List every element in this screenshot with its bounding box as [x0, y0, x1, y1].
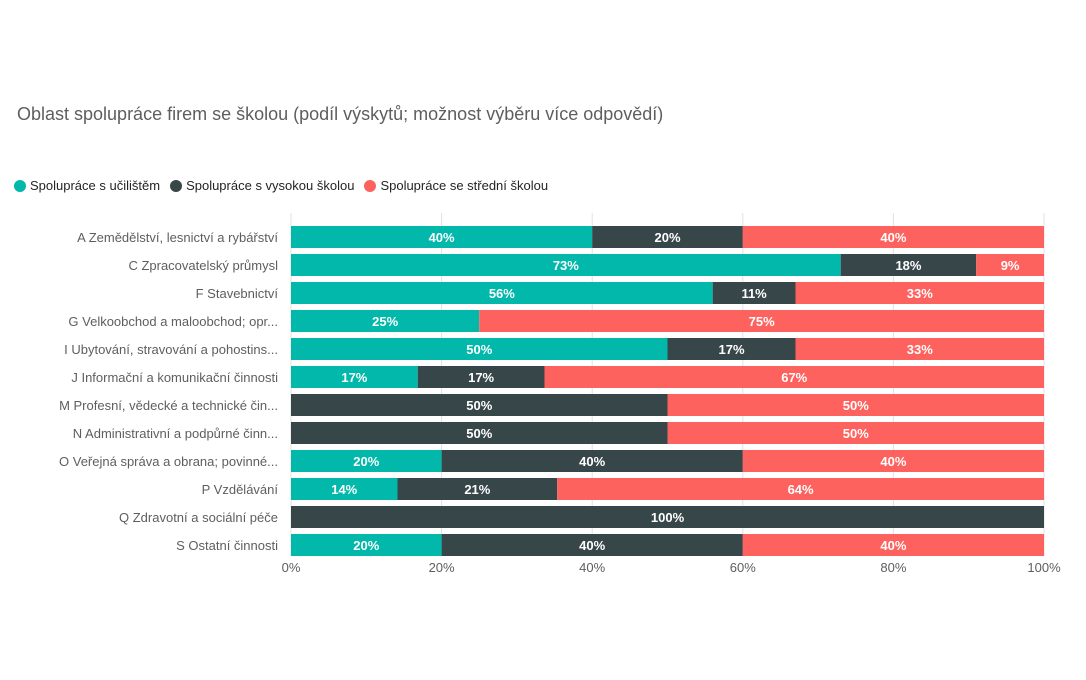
bar-segment[interactable]	[742, 450, 1044, 472]
category-label: A Zemědělství, lesnictví a rybářství	[77, 230, 278, 245]
data-label: 50%	[466, 426, 492, 441]
category-label: S Ostatní činnosti	[176, 538, 278, 553]
category-label: J Informační a komunikační činnosti	[71, 370, 278, 385]
data-label: 64%	[788, 482, 814, 497]
data-label: 40%	[429, 230, 455, 245]
data-label: 25%	[372, 314, 398, 329]
x-tick-label: 100%	[1027, 560, 1061, 575]
data-label: 40%	[579, 538, 605, 553]
data-label: 33%	[907, 342, 933, 357]
bar-segment[interactable]	[742, 226, 1044, 248]
bar-segment[interactable]	[544, 366, 1044, 388]
bar-segment[interactable]	[795, 338, 1044, 360]
bar-segment[interactable]	[742, 534, 1044, 556]
data-label: 56%	[489, 286, 515, 301]
category-label: M Profesní, vědecké a technické čin...	[59, 398, 278, 413]
bar-segment[interactable]	[291, 226, 593, 248]
legend-label: Spolupráce s vysokou školou	[186, 178, 355, 193]
data-label: 9%	[1001, 258, 1020, 273]
bar-segment[interactable]	[976, 254, 1044, 276]
legend-dot-icon	[364, 179, 377, 192]
data-label: 14%	[331, 482, 357, 497]
data-label: 50%	[843, 398, 869, 413]
x-tick-label: 40%	[579, 560, 605, 575]
data-label: 40%	[880, 538, 906, 553]
data-label: 40%	[880, 454, 906, 469]
data-label: 18%	[895, 258, 921, 273]
bar-segment[interactable]	[291, 450, 442, 472]
bar-segment[interactable]	[795, 282, 1044, 304]
data-label: 50%	[843, 426, 869, 441]
bar-segment[interactable]	[291, 422, 668, 444]
bar-segment[interactable]	[712, 282, 796, 304]
bar-segment[interactable]	[397, 478, 558, 500]
data-label: 20%	[353, 454, 379, 469]
data-label: 40%	[579, 454, 605, 469]
category-label: F Stavebnictví	[196, 286, 279, 301]
category-label: Q Zdravotní a sociální péče	[119, 510, 278, 525]
bar-segment[interactable]	[667, 394, 1045, 416]
legend-item-stredni-skola[interactable]: Spolupráce se střední školou	[364, 178, 548, 193]
data-label: 67%	[781, 370, 807, 385]
legend-label: Spolupráce s učilištěm	[30, 178, 161, 193]
category-label: O Veřejná správa a obrana; povinné...	[59, 454, 278, 469]
category-label: N Administrativní a podpůrné činn...	[73, 426, 278, 441]
x-tick-label: 60%	[730, 560, 756, 575]
bar-segment[interactable]	[667, 338, 796, 360]
category-label: P Vzdělávání	[202, 482, 279, 497]
data-label: 40%	[880, 230, 906, 245]
bar-segment[interactable]	[291, 366, 418, 388]
data-label: 100%	[651, 510, 685, 525]
bar-segment[interactable]	[291, 478, 398, 500]
bar-segment[interactable]	[291, 310, 480, 332]
bar-segment[interactable]	[479, 310, 1044, 332]
bar-segment[interactable]	[291, 394, 668, 416]
data-label: 75%	[749, 314, 775, 329]
data-label: 17%	[718, 342, 744, 357]
bar-segment[interactable]	[291, 282, 713, 304]
bar-segment[interactable]	[291, 506, 1044, 528]
data-label: 50%	[466, 342, 492, 357]
category-label: G Velkoobchod a maloobchod; opr...	[68, 314, 278, 329]
legend-dot-icon	[14, 179, 26, 192]
data-label: 20%	[353, 538, 379, 553]
legend-item-vysoka-skola[interactable]: Spolupráce s vysokou školou	[170, 178, 354, 193]
x-tick-label: 0%	[282, 560, 301, 575]
bar-segment[interactable]	[557, 478, 1044, 500]
bar-segment[interactable]	[291, 254, 841, 276]
category-label: C Zpracovatelský průmysl	[128, 258, 278, 273]
x-tick-label: 80%	[880, 560, 906, 575]
data-label: 50%	[466, 398, 492, 413]
data-label: 33%	[907, 286, 933, 301]
data-label: 20%	[654, 230, 680, 245]
bar-segment[interactable]	[592, 226, 743, 248]
data-label: 17%	[468, 370, 494, 385]
bar-segment[interactable]	[667, 422, 1045, 444]
x-tick-label: 20%	[429, 560, 455, 575]
chart-title: Oblast spolupráce firem se školou (podíl…	[17, 104, 664, 124]
data-label: 11%	[741, 286, 767, 301]
data-label: 17%	[341, 370, 367, 385]
data-label: 21%	[464, 482, 490, 497]
bar-segment[interactable]	[441, 450, 743, 472]
bar-segment[interactable]	[417, 366, 545, 388]
legend-item-uciliste[interactable]: Spolupráce s učilištěm	[14, 178, 160, 193]
legend: Spolupráce s učilištěm Spolupráce s vyso…	[14, 178, 558, 193]
bar-segment[interactable]	[291, 338, 668, 360]
category-label: I Ubytování, stravování a pohostins...	[64, 342, 278, 357]
bar-segment[interactable]	[840, 254, 977, 276]
bar-segment[interactable]	[291, 534, 442, 556]
data-label: 73%	[553, 258, 579, 273]
legend-dot-icon	[170, 179, 183, 192]
bar-segment[interactable]	[441, 534, 743, 556]
legend-label: Spolupráce se střední školou	[380, 178, 549, 193]
